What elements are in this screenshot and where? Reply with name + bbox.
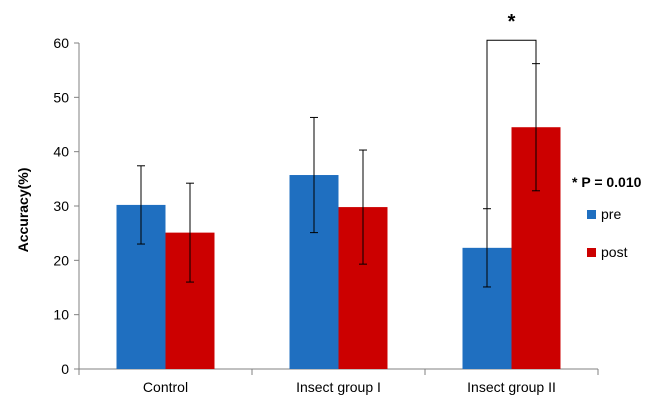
legend-label-pre: pre [601, 206, 621, 222]
y-tick-label: 0 [61, 361, 69, 377]
y-tick-label: 10 [53, 307, 69, 323]
y-tick-label: 30 [53, 198, 69, 214]
legend-swatch-post [587, 248, 596, 257]
y-axis: 0 10 20 30 40 50 60 [53, 35, 80, 377]
legend-swatch-pre [587, 210, 596, 219]
x-tick-label: Insect group II [467, 379, 556, 395]
bracket-line [486, 39, 537, 209]
legend: pre post [587, 206, 628, 260]
y-tick-label: 60 [53, 35, 69, 51]
x-tick-label: Insect group I [296, 379, 381, 395]
y-tick-label: 50 [53, 89, 69, 105]
y-axis-label: Accuracy(%) [15, 168, 31, 253]
legend-label-post: post [601, 244, 628, 260]
bars [116, 127, 561, 369]
x-tick-label: Control [143, 379, 188, 395]
significance-star: * [508, 11, 516, 33]
x-axis: Control Insect group I Insect group II [78, 368, 599, 395]
p-value-annotation: * P = 0.010 [572, 174, 642, 190]
y-tick-label: 20 [53, 252, 69, 268]
significance-bracket [486, 39, 537, 209]
error-bars [137, 63, 540, 288]
y-tick-label: 40 [53, 144, 69, 160]
